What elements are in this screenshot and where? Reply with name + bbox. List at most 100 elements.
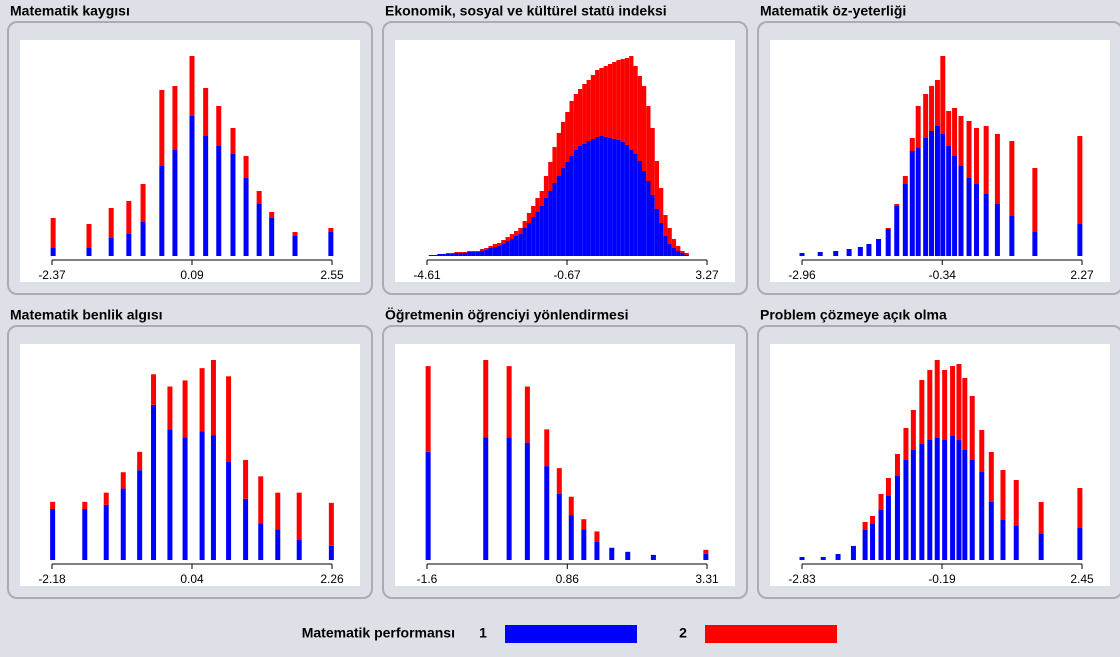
bar: [952, 108, 958, 156]
bar: [654, 161, 660, 209]
bar: [956, 440, 962, 560]
bar: [199, 368, 205, 432]
bar: [962, 378, 968, 450]
bar: [548, 191, 553, 256]
x-tick-label: 3.27: [695, 268, 719, 282]
bar: [243, 460, 249, 499]
bar: [1038, 534, 1044, 560]
bar: [50, 508, 56, 560]
bar: [680, 251, 685, 253]
bar: [1038, 502, 1044, 534]
bar: [479, 249, 485, 251]
plot-area: [20, 344, 360, 586]
bar: [940, 56, 946, 134]
bar: [646, 106, 651, 181]
bar: [544, 466, 550, 560]
bar: [543, 198, 549, 256]
bar: [450, 254, 455, 256]
bar: [663, 236, 668, 256]
bar: [492, 247, 497, 256]
bar: [243, 178, 249, 256]
bar: [994, 204, 1000, 256]
bar: [919, 444, 925, 560]
legend-swatch: [705, 625, 837, 643]
chart-title: Problem çözmeye açık olma: [760, 307, 947, 323]
bar: [870, 524, 876, 560]
bar: [526, 223, 532, 256]
x-tick-label: -2.37: [38, 268, 66, 282]
bar: [82, 501, 88, 509]
bar: [458, 252, 463, 253]
bar: [876, 239, 882, 256]
bar: [654, 209, 660, 256]
bar: [275, 492, 281, 530]
bar: [526, 213, 532, 223]
bar: [471, 252, 476, 256]
bar: [607, 138, 613, 256]
bar: [607, 64, 613, 138]
bar: [835, 554, 841, 560]
bar: [612, 62, 617, 139]
bar: [230, 154, 236, 256]
bar: [603, 66, 608, 137]
bar: [942, 370, 948, 440]
bar: [497, 243, 502, 246]
bar: [548, 162, 553, 191]
bar: [878, 510, 884, 560]
bar: [501, 244, 506, 256]
bar: [902, 176, 908, 184]
bar: [269, 212, 275, 218]
bar: [915, 148, 921, 256]
bar: [543, 176, 549, 198]
bar: [894, 206, 900, 256]
bar: [1077, 224, 1083, 256]
bar: [958, 116, 964, 166]
bar: [328, 545, 334, 560]
bar: [137, 470, 143, 560]
bar: [189, 116, 195, 256]
bar: [862, 522, 868, 530]
bar: [137, 451, 143, 471]
bar: [433, 255, 438, 256]
bar: [878, 494, 884, 510]
bar: [667, 244, 672, 256]
bar: [492, 244, 497, 247]
bar: [328, 228, 334, 232]
bar: [462, 252, 468, 253]
bar: [454, 252, 459, 253]
bar: [172, 86, 178, 150]
bar: [629, 150, 634, 256]
bar: [676, 251, 681, 256]
bar: [684, 253, 689, 255]
bar: [934, 360, 940, 438]
bar: [946, 111, 952, 146]
bar: [506, 437, 512, 560]
bar: [650, 128, 655, 195]
bar: [1032, 232, 1038, 256]
bar: [624, 58, 630, 145]
bar: [556, 133, 561, 176]
bar: [582, 84, 587, 144]
bar: [894, 454, 900, 476]
bar: [258, 476, 264, 524]
bar: [934, 126, 940, 256]
bar: [292, 236, 298, 256]
bar: [966, 121, 972, 178]
bar: [684, 255, 689, 256]
x-tick-label: -2.18: [38, 572, 66, 586]
bar: [275, 529, 281, 560]
bar: [565, 162, 570, 256]
bar: [885, 229, 891, 256]
bar: [676, 246, 681, 251]
bar: [671, 248, 677, 256]
bar: [578, 89, 583, 146]
bar: [458, 253, 463, 256]
x-tick-label: 3.31: [695, 572, 719, 586]
bar: [467, 252, 472, 256]
bar: [328, 232, 334, 256]
bar: [425, 451, 431, 560]
x-tick-label: -2.83: [788, 572, 816, 586]
bar: [535, 198, 540, 212]
x-tick-label: -0.34: [929, 268, 957, 282]
legend-label: 1: [479, 625, 487, 641]
